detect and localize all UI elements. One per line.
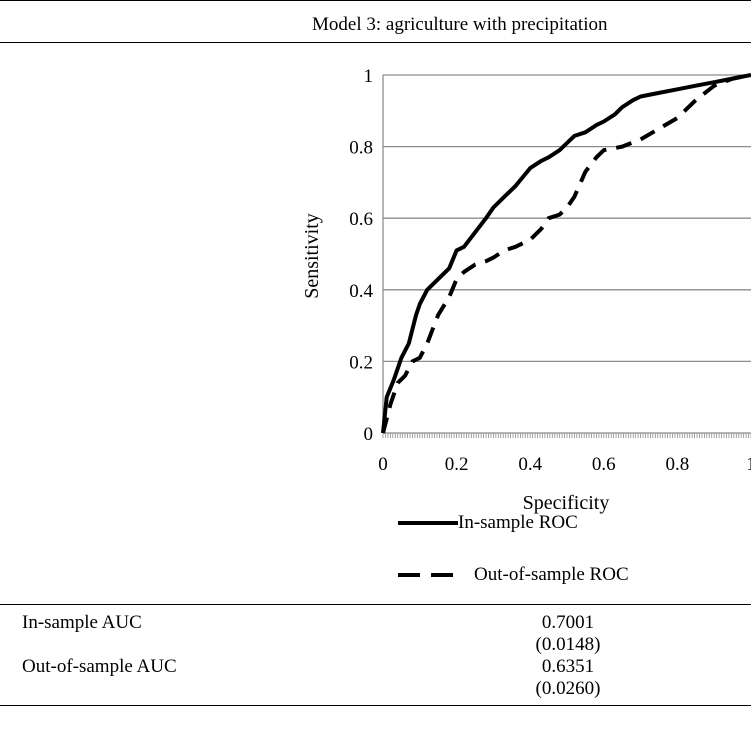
y-axis-title: Sensitivity bbox=[301, 213, 323, 299]
y-tick-label: 0 bbox=[364, 424, 374, 445]
stat-se-out-of-sample: (0.0260) bbox=[535, 678, 601, 699]
x-tick-label: 0 bbox=[378, 454, 388, 475]
x-tick-label: 0.2 bbox=[445, 454, 469, 475]
x-tick-label: 0.6 bbox=[592, 454, 616, 475]
stat-label-out-of-sample: Out-of-sample AUC bbox=[22, 656, 177, 677]
table-rule bbox=[0, 604, 751, 605]
top-rule bbox=[0, 0, 751, 1]
y-tick-label: 0.4 bbox=[349, 281, 373, 302]
x-tick-label: 0.8 bbox=[666, 454, 690, 475]
x-tick-label: 0.4 bbox=[518, 454, 542, 475]
legend-label: In-sample ROC bbox=[458, 512, 578, 533]
roc-line-out-of-sample bbox=[381, 73, 751, 434]
y-tick-label: 0.6 bbox=[349, 209, 373, 230]
bottom-rule bbox=[0, 705, 751, 706]
y-tick-label: 0.2 bbox=[349, 352, 373, 373]
stat-value-out-of-sample: 0.6351 bbox=[541, 656, 595, 677]
y-tick-label: 0.8 bbox=[349, 138, 373, 159]
x-axis-title: Specificity bbox=[523, 492, 610, 514]
roc-chart: 0 0.2 0.4 0.6 0.8 1 0 0.2 0.4 0.6 0.8 1 Specificity S… bbox=[301, 66, 751, 514]
y-tick-label: 1 bbox=[364, 66, 374, 87]
legend-label: Out-of-sample ROC bbox=[474, 564, 629, 585]
legend-swatch-solid bbox=[398, 521, 458, 525]
x-tick-label: 1 bbox=[746, 454, 751, 475]
stat-value-in-sample: 0.7001 bbox=[541, 612, 595, 633]
legend-item-in-sample: In-sample ROC bbox=[398, 512, 578, 534]
panel-title: Model 3: agriculture with precipitation bbox=[312, 14, 608, 35]
legend-item-out-of-sample: Out-of-sample ROC bbox=[398, 564, 629, 586]
stat-se-in-sample: (0.0148) bbox=[535, 634, 601, 655]
legend-swatch-dashed bbox=[398, 573, 464, 577]
roc-line-in-sample bbox=[381, 73, 751, 434]
stat-label-in-sample: In-sample AUC bbox=[22, 612, 142, 633]
header-rule bbox=[0, 42, 751, 43]
